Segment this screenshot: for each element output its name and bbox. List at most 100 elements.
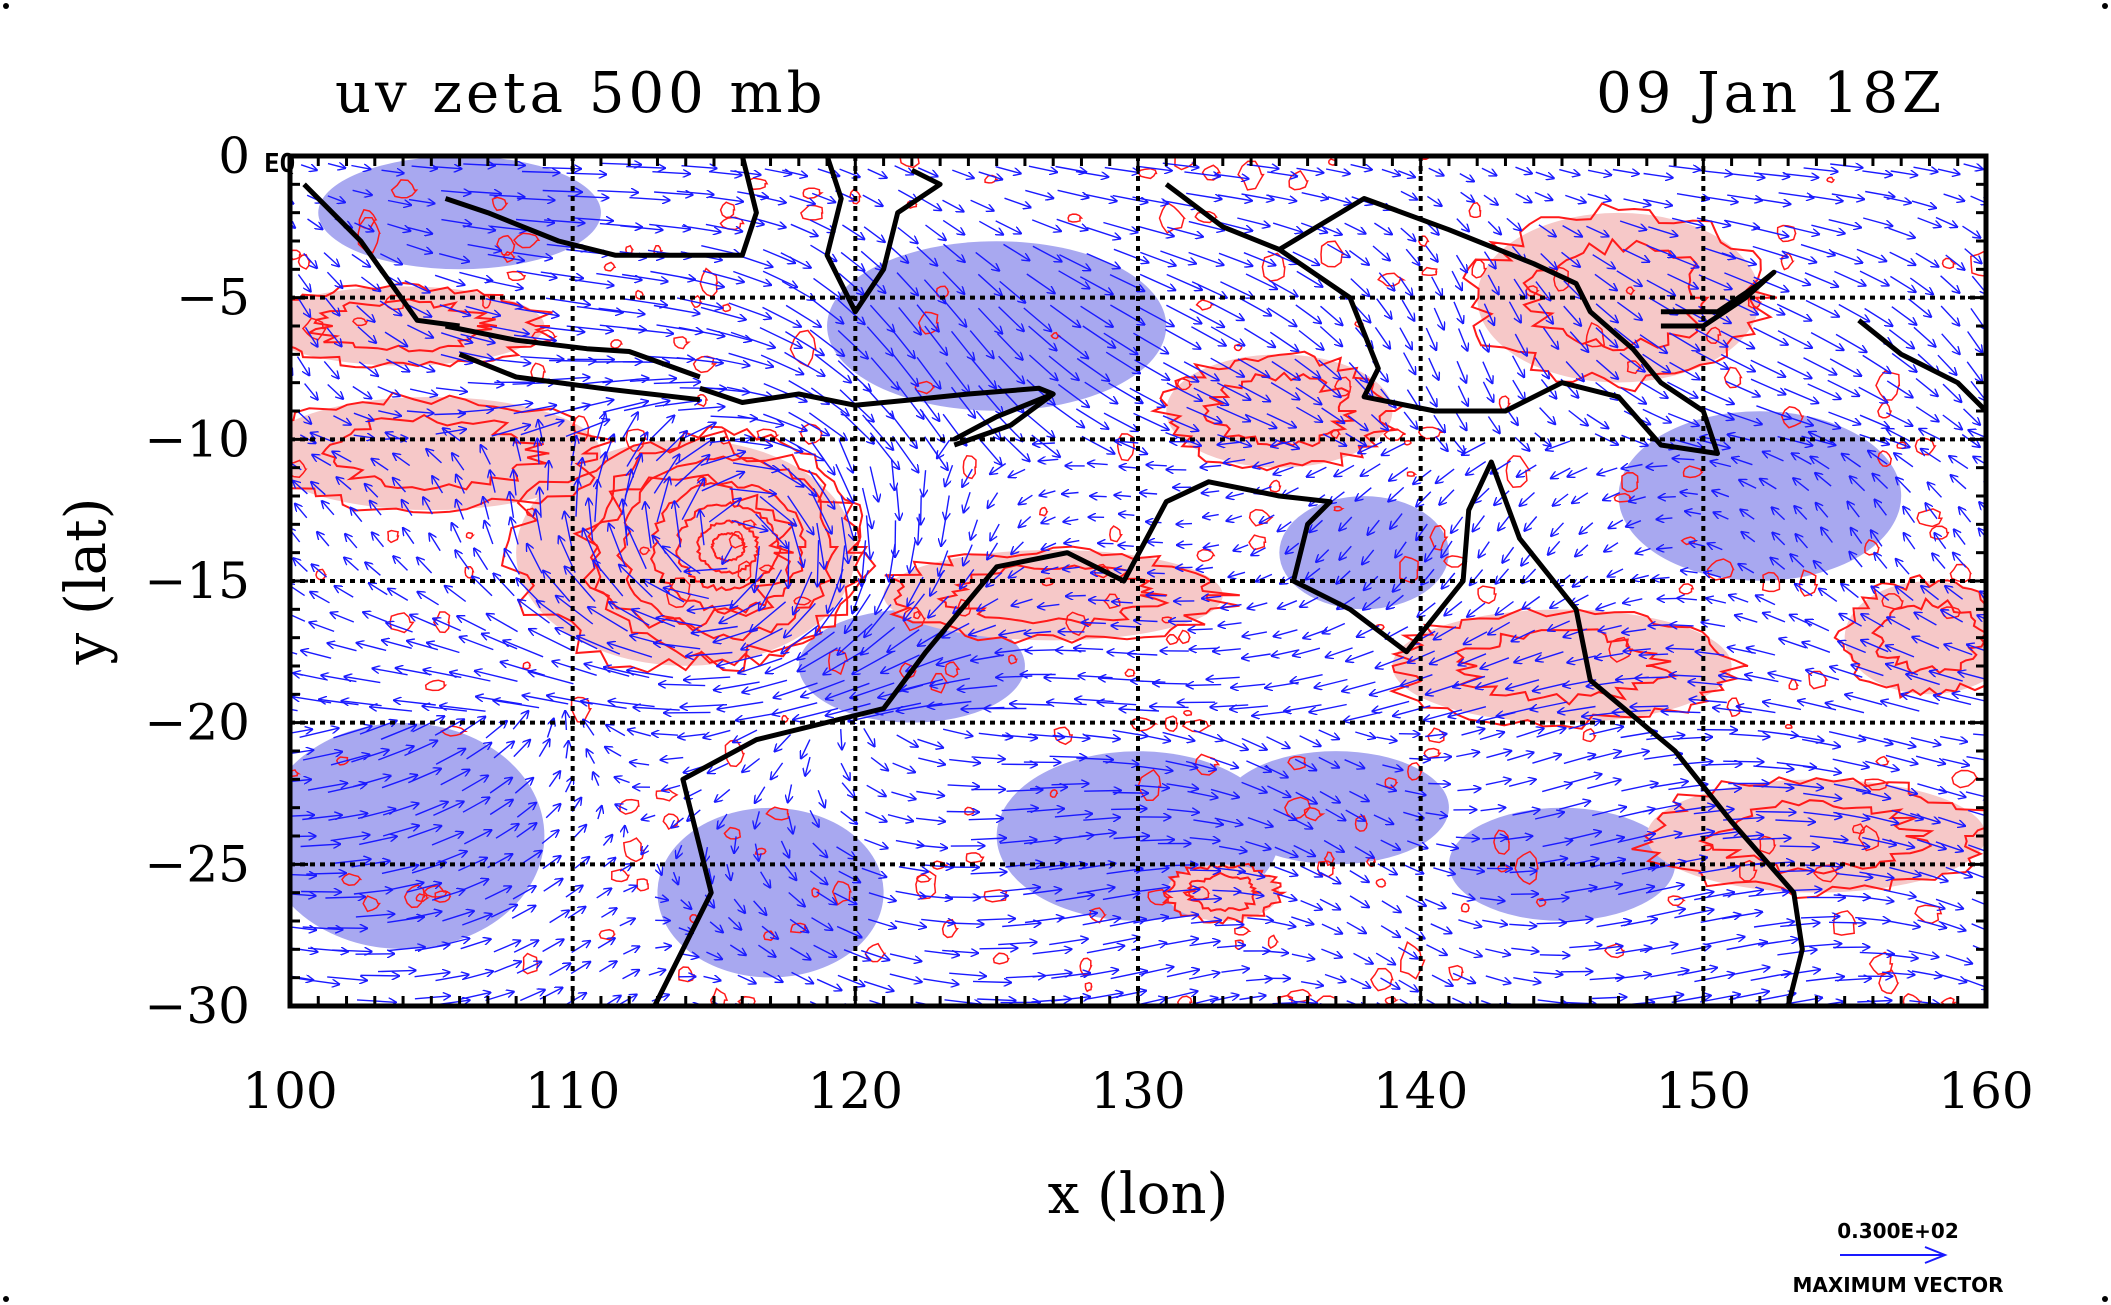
wind-vector	[625, 147, 663, 149]
wind-vector	[1405, 248, 1419, 265]
wind-vector	[1935, 216, 1957, 227]
vorticity-contour-small	[522, 661, 532, 670]
wind-vector	[943, 300, 966, 327]
wind-vector	[837, 329, 867, 359]
wind-vector	[303, 252, 317, 267]
wind-vector	[731, 147, 760, 151]
wind-vector	[1267, 307, 1296, 326]
wind-vector	[261, 448, 281, 459]
wind-vector	[404, 280, 430, 293]
wind-vector	[1776, 303, 1811, 320]
wind-vector	[462, 225, 495, 231]
vorticity-contour-small	[962, 455, 977, 480]
wind-vector	[1326, 243, 1349, 257]
vorticity-contour-small	[1248, 534, 1267, 551]
wind-vector	[1397, 170, 1414, 177]
wind-vector	[1586, 225, 1608, 236]
wind-vector	[1327, 196, 1351, 204]
wind-vector	[1668, 166, 1700, 170]
wind-vector	[1212, 1021, 1240, 1028]
wind-vector	[781, 142, 804, 148]
vorticity-contour-small	[1008, 654, 1018, 665]
wind-vector	[1538, 224, 1556, 237]
wind-vector	[1150, 707, 1189, 708]
wind-vector	[1487, 221, 1501, 235]
wind-vector	[1052, 146, 1082, 151]
wind-vector	[1375, 143, 1393, 149]
wind-vector	[465, 142, 496, 144]
vorticity-contour-small	[1878, 969, 1900, 995]
wind-vector	[1996, 218, 2011, 229]
wind-vector	[1032, 245, 1061, 261]
wind-vector	[278, 335, 288, 355]
wind-vector	[1134, 144, 1169, 149]
wind-vector	[244, 642, 272, 652]
wind-vector	[1028, 165, 1057, 172]
wind-vector	[1241, 193, 1274, 200]
wind-vector	[307, 218, 323, 229]
wind-vector	[1084, 791, 1120, 792]
wind-vector	[1594, 273, 1617, 290]
vorticity-contour-small	[415, 893, 430, 903]
wind-vector	[1828, 219, 1861, 228]
wind-vector	[1936, 1032, 1963, 1036]
wind-vector	[1108, 1023, 1144, 1030]
vorticity-contour-small	[423, 884, 449, 898]
wind-vector	[1802, 145, 1836, 149]
wind-vector	[1460, 191, 1474, 201]
vorticity-contour-small	[465, 531, 475, 540]
vorticity-contour-small	[793, 596, 812, 606]
wind-vector	[1239, 297, 1271, 315]
wind-vector	[1191, 326, 1225, 346]
wind-vector	[950, 330, 975, 359]
wind-vector	[1751, 1017, 1791, 1025]
vorticity-contour-small	[1303, 806, 1326, 822]
wind-vector	[1483, 140, 1497, 147]
wind-vector	[1083, 193, 1117, 201]
positive-vorticity-patch	[516, 439, 856, 666]
wind-vector	[1909, 277, 1932, 294]
vorticity-contour-small	[1399, 941, 1426, 980]
wind-vector	[1400, 227, 1415, 241]
wind-vector	[629, 198, 669, 201]
wind-vector	[435, 1022, 468, 1025]
wind-vector	[1166, 304, 1201, 323]
wind-vector	[1913, 167, 1938, 172]
vorticity-contour-small	[1759, 835, 1777, 855]
vorticity-contour-small	[1608, 636, 1634, 663]
wind-vector	[953, 147, 974, 154]
wind-vector	[1483, 194, 1498, 204]
vorticity-contour-small	[1471, 259, 1488, 279]
wind-vector	[1642, 198, 1672, 205]
wind-vector	[1994, 1031, 2016, 1040]
vorticity-contour-small	[506, 270, 527, 282]
wind-vector	[1889, 147, 1916, 151]
wind-vector	[1058, 270, 1090, 289]
wind-vector	[439, 304, 470, 316]
wind-vector	[1962, 225, 1981, 237]
vorticity-contour-small	[802, 187, 824, 200]
wind-vector	[972, 138, 994, 145]
equator-label: EQ	[264, 149, 295, 179]
vorticity-contour	[572, 473, 796, 632]
wind-vector	[1054, 1029, 1093, 1032]
wind-vector	[271, 1026, 310, 1034]
wind-vector	[1834, 270, 1865, 286]
wind-vector	[1004, 197, 1031, 207]
wind-vector	[485, 298, 523, 307]
vorticity-contour-small	[1429, 524, 1449, 551]
wind-vector	[379, 300, 401, 315]
vorticity-contour-small	[1383, 428, 1406, 442]
vorticity-contour-small	[1165, 633, 1180, 646]
wind-vector	[652, 172, 689, 174]
wind-vector	[1649, 1023, 1687, 1027]
wind-vector	[542, 147, 580, 149]
wind-vector	[842, 224, 864, 239]
wind-vector	[1398, 276, 1413, 296]
vorticity-contour-small	[1875, 370, 1901, 401]
wind-vector	[678, 326, 724, 336]
wind-vector	[869, 304, 894, 331]
vorticity-contour-small	[622, 837, 646, 863]
wind-vector	[970, 199, 994, 210]
